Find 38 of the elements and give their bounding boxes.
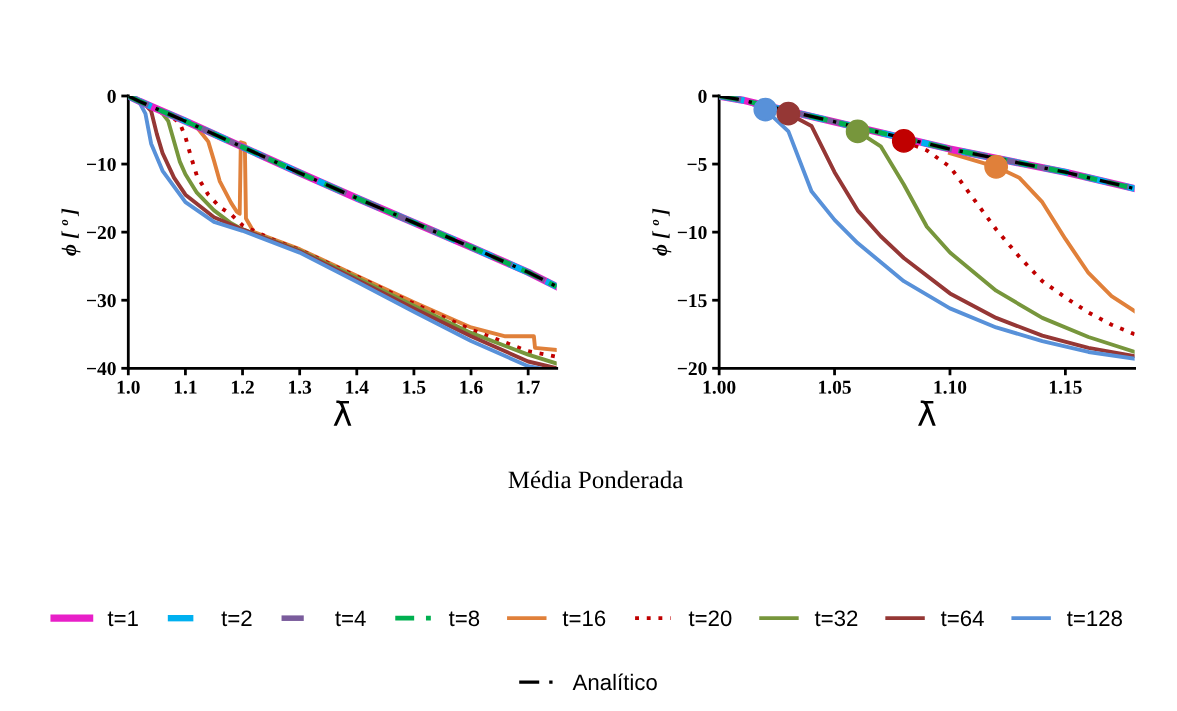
x-tick-label: 1.1 <box>174 380 197 394</box>
x-tick-label: 1.6 <box>460 380 483 394</box>
y-tick-label: −10 <box>86 157 116 171</box>
y-tick-label: −30 <box>86 294 116 308</box>
y-tick-label: −20 <box>677 362 707 376</box>
legend-label: t=64 <box>940 610 984 627</box>
x-axis-title: λ̄ <box>918 400 936 426</box>
y-tick-label: −5 <box>687 158 707 171</box>
y-axis-title: ϕ [ º ] <box>652 208 672 256</box>
x-tick-label: 1.15 <box>1049 380 1082 394</box>
line-series <box>948 151 1135 314</box>
legend-label: t=20 <box>688 610 732 627</box>
legend-label: t=4 <box>335 610 366 627</box>
x-tick-label: 1.5 <box>403 380 426 394</box>
legend-label: t=2 <box>221 610 252 627</box>
legend-label: t=8 <box>448 610 480 627</box>
legend-label: t=32 <box>814 610 858 627</box>
x-tick-label: 1.10 <box>934 380 967 394</box>
x-axis-title: λ̄ <box>333 400 352 426</box>
y-tick-label: 0 <box>107 89 116 103</box>
x-tick-label: 1.05 <box>819 380 851 394</box>
y-tick-label: −10 <box>677 225 707 240</box>
legend-label: Analítico <box>572 673 657 691</box>
legend-label: t=16 <box>562 610 606 627</box>
x-tick-label: 1.4 <box>346 380 369 394</box>
y-axis-title: ϕ [ º ] <box>61 208 81 256</box>
y-tick-label: 0 <box>698 89 707 103</box>
x-tick-label: 1.0 <box>117 380 140 394</box>
text: Média Ponderada <box>508 470 684 489</box>
x-tick-label: 1.7 <box>517 380 540 394</box>
legend-label: t=128 <box>1067 610 1122 627</box>
y-tick-label: −40 <box>86 362 116 376</box>
legend-label: t=1 <box>107 610 138 627</box>
y-tick-label: −20 <box>86 225 116 240</box>
x-tick-label: 1.00 <box>703 380 736 394</box>
y-tick-label: −15 <box>677 294 707 308</box>
x-tick-label: 1.3 <box>289 380 312 394</box>
x-tick-label: 1.2 <box>231 380 254 394</box>
